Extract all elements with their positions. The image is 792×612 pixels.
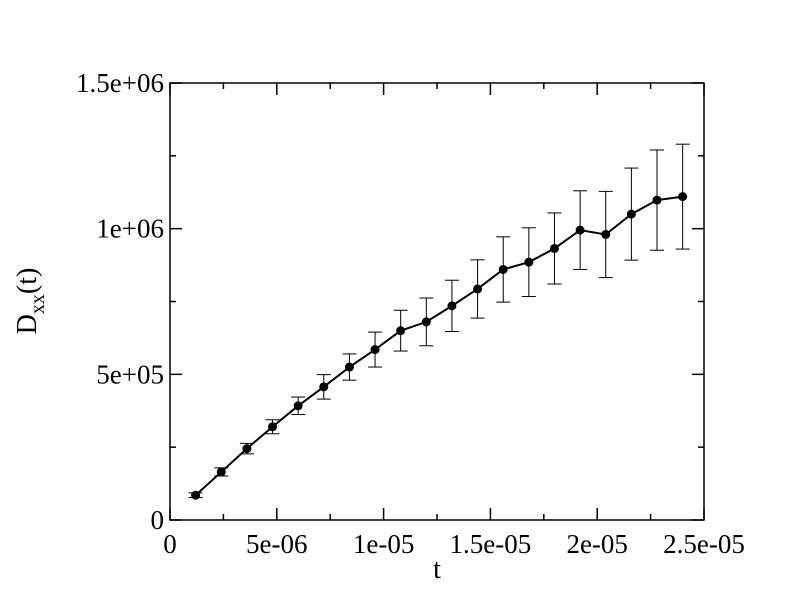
data-series bbox=[188, 143, 690, 500]
data-point bbox=[191, 490, 201, 500]
data-point bbox=[447, 301, 457, 311]
y-tick-label: 0 bbox=[151, 505, 165, 535]
y-axis-label: Dxx(t) bbox=[12, 268, 49, 335]
data-point bbox=[216, 467, 226, 477]
x-tick-label: 5e-06 bbox=[246, 529, 307, 559]
x-tick-label: 0 bbox=[163, 529, 177, 559]
data-point bbox=[370, 345, 380, 355]
data-point bbox=[268, 422, 278, 432]
data-point bbox=[626, 209, 636, 219]
data-point bbox=[344, 362, 354, 372]
data-point bbox=[524, 257, 534, 267]
y-axis-label-main: D bbox=[12, 314, 43, 334]
y-tick-label: 5e+05 bbox=[96, 359, 164, 389]
data-point bbox=[396, 326, 406, 336]
x-tick-label: 2.5e-05 bbox=[663, 529, 745, 559]
series-line bbox=[194, 195, 683, 496]
y-axis-label-subscript: xx bbox=[27, 294, 49, 314]
data-point bbox=[319, 382, 329, 392]
data-point bbox=[549, 243, 559, 253]
y-tick-labels: 0 5e+05 1e+06 1.5e+06 bbox=[76, 68, 164, 535]
x-tick-labels: 0 5e-06 1e-05 1.5e-05 2e-05 2.5e-05 bbox=[163, 529, 745, 559]
data-point bbox=[293, 401, 303, 411]
x-tick-label: 2e-05 bbox=[566, 529, 627, 559]
data-point bbox=[652, 195, 662, 205]
data-point bbox=[601, 229, 611, 239]
plot-frame bbox=[169, 82, 705, 521]
x-axis-label: t bbox=[433, 554, 441, 585]
data-point bbox=[678, 192, 688, 202]
data-point bbox=[575, 225, 585, 235]
data-point bbox=[498, 264, 508, 274]
data-point bbox=[421, 317, 431, 327]
y-tick-label: 1.5e+06 bbox=[76, 68, 164, 98]
data-point bbox=[242, 444, 252, 454]
y-axis-label-tail: (t) bbox=[12, 268, 43, 294]
y-tick-label: 1e+06 bbox=[96, 214, 164, 244]
data-point bbox=[473, 284, 483, 294]
x-tick-label: 1e-05 bbox=[353, 529, 414, 559]
x-tick-label: 1.5e-05 bbox=[450, 529, 532, 559]
axis-ticks bbox=[169, 82, 705, 521]
